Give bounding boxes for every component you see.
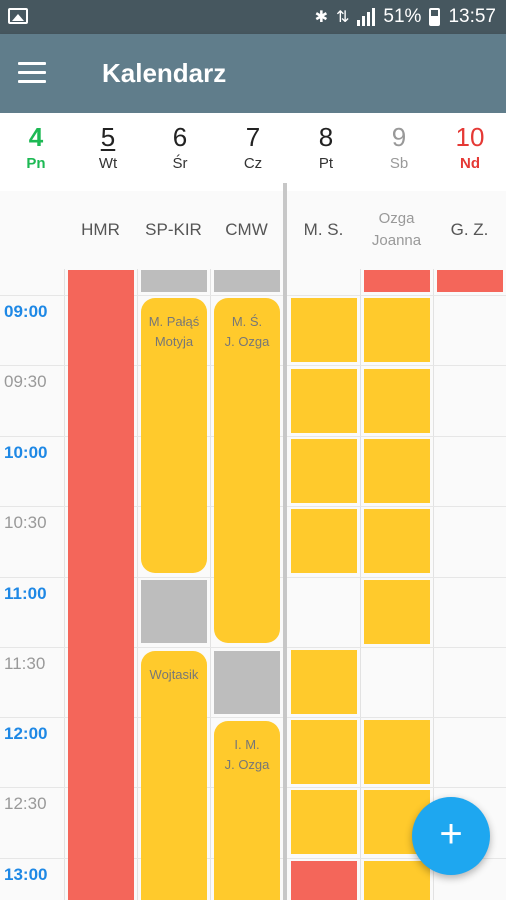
event-ozga[interactable] <box>364 369 430 433</box>
status-bar: ✱ ⇅ 51% 13:57 <box>0 0 506 34</box>
column-group-divider <box>283 183 287 900</box>
time-label: 11:30 <box>4 654 46 673</box>
event-ms[interactable] <box>291 790 357 854</box>
data-transfer-icon: ⇅ <box>336 9 350 26</box>
column-header-gz[interactable]: G. Z. <box>450 220 489 239</box>
event-cmw[interactable]: I. M. J. Ozga <box>214 721 280 900</box>
event-ms-busy[interactable] <box>291 861 357 900</box>
column-header-sp-kir[interactable]: SP-KIR <box>145 220 202 239</box>
event-ozga[interactable] <box>364 509 430 573</box>
event-sp-kir-blocked[interactable] <box>141 270 207 292</box>
gallery-notification-icon <box>8 8 28 24</box>
column-header-ozga-joanna[interactable]: Ozga Joanna <box>371 210 422 249</box>
event-ms[interactable] <box>291 298 357 362</box>
time-label: 09:00 <box>4 302 48 321</box>
resource-header-row: HMR SP-KIR CMW M. S. Ozga Joanna G. Z. <box>0 191 506 269</box>
event-sp-kir[interactable]: M. Pałąś Motyja <box>141 298 207 573</box>
week-day-row: 4 Pn 5 Wt 6 Śr 7 Cz 8 Pt 9 Sb 10 Nd <box>0 113 506 191</box>
status-icons: ✱ ⇅ 51% 13:57 <box>315 6 496 28</box>
event-ms[interactable] <box>291 439 357 503</box>
day-sunday[interactable]: 10 Nd <box>455 122 485 172</box>
day-friday[interactable]: 8 Pt <box>318 122 334 172</box>
time-label: 09:30 <box>4 372 47 391</box>
event-hmr[interactable] <box>68 270 134 900</box>
time-label: 12:30 <box>4 794 47 813</box>
day-thursday[interactable]: 7 Cz <box>243 122 263 172</box>
page-title: Kalendarz <box>102 58 227 88</box>
battery-icon <box>429 8 441 26</box>
battery-percent: 51% <box>383 6 422 27</box>
day-wednesday[interactable]: 6 Śr <box>172 122 188 172</box>
day-tuesday[interactable]: 5 Wt <box>98 122 118 172</box>
event-ms[interactable] <box>291 720 357 784</box>
clock: 13:57 <box>448 6 496 27</box>
column-header-hmr[interactable]: HMR <box>81 220 120 239</box>
bluetooth-icon: ✱ <box>314 9 329 26</box>
event-cmw[interactable]: M. Ś. J. Ozga <box>214 298 280 643</box>
event-sp-kir[interactable]: Wojtasik <box>141 651 207 900</box>
event-gz-busy[interactable] <box>437 270 503 292</box>
day-monday[interactable]: 4 Pn <box>26 122 46 172</box>
hamburger-menu-icon[interactable] <box>18 62 46 84</box>
time-label: 13:00 <box>4 865 48 884</box>
event-ozga[interactable] <box>364 298 430 362</box>
add-event-button[interactable]: + <box>412 797 490 875</box>
event-sp-kir-blocked[interactable] <box>141 580 207 643</box>
signal-icon <box>357 8 376 26</box>
time-label: 10:00 <box>4 443 48 462</box>
column-header-ms[interactable]: M. S. <box>303 220 344 239</box>
time-column: 09:00 09:30 10:00 10:30 11:00 11:30 12:0… <box>0 0 64 900</box>
event-ms[interactable] <box>291 509 357 573</box>
time-label: 12:00 <box>4 724 48 743</box>
event-ozga[interactable] <box>364 720 430 784</box>
event-ms[interactable] <box>291 650 357 714</box>
event-ozga[interactable] <box>364 439 430 503</box>
event-cmw-blocked[interactable] <box>214 651 280 714</box>
column-header-cmw[interactable]: CMW <box>225 220 268 239</box>
event-ozga-busy[interactable] <box>364 270 430 292</box>
event-ozga[interactable] <box>364 580 430 644</box>
event-ms[interactable] <box>291 369 357 433</box>
event-ozga[interactable] <box>364 861 430 900</box>
event-cmw-blocked[interactable] <box>214 270 280 292</box>
time-label: 10:30 <box>4 513 47 532</box>
day-saturday[interactable]: 9 Sb <box>389 122 409 172</box>
time-label: 11:00 <box>4 584 47 603</box>
app-bar: Kalendarz <box>0 34 506 113</box>
